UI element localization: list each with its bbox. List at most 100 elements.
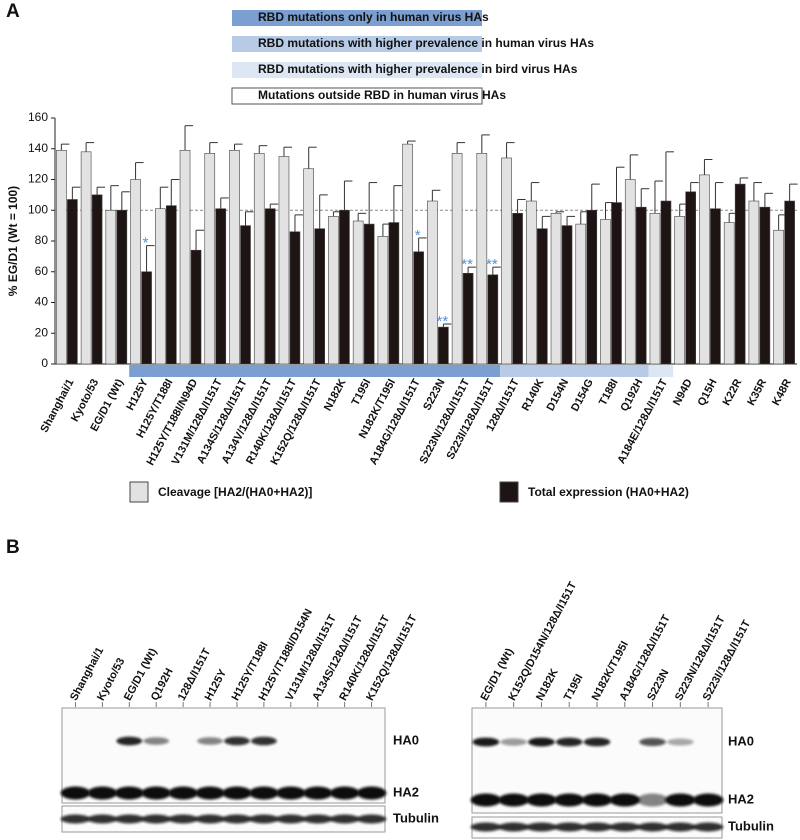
significance-mark: * — [415, 227, 421, 244]
blot-band — [87, 786, 118, 800]
blot-band — [609, 793, 641, 807]
bar — [67, 199, 78, 365]
bar — [314, 228, 326, 365]
band-label: HA0 — [728, 733, 754, 748]
bar — [561, 225, 573, 365]
blot-band — [665, 822, 696, 832]
bar — [784, 200, 795, 365]
blot-band — [60, 814, 91, 824]
lane-label: T195I — [562, 672, 586, 702]
blot-band — [555, 737, 583, 747]
bar — [501, 157, 512, 365]
y-tick-label: 20 — [35, 325, 49, 339]
lane-label: K152Q/128Δ/I151T — [364, 613, 419, 703]
bar — [734, 183, 746, 365]
legend-swatch — [232, 62, 482, 78]
y-tick-label: 80 — [35, 233, 49, 247]
bar — [204, 153, 216, 365]
x-tick-label: K22R — [721, 377, 745, 408]
rbd-band — [129, 365, 501, 377]
blot-band — [302, 786, 333, 800]
legend-swatch — [232, 36, 482, 52]
x-tick-label: A184E/128Δ/I151T — [615, 377, 670, 466]
legend-label: RBD mutations with higher prevalence in … — [258, 36, 594, 50]
bar — [699, 174, 710, 365]
bar — [229, 149, 240, 365]
blot-band — [581, 822, 613, 832]
y-tick-label: 160 — [28, 110, 48, 124]
y-tick-label: 140 — [28, 141, 48, 155]
blot-band — [195, 814, 225, 824]
y-tick-label: 40 — [35, 295, 49, 309]
bar — [402, 143, 413, 365]
blot-band — [609, 822, 641, 832]
bar — [363, 223, 375, 365]
bar — [179, 149, 191, 365]
bar — [525, 200, 537, 365]
blot-band — [526, 822, 557, 832]
bar — [600, 219, 611, 365]
blot-band — [222, 786, 252, 800]
bar — [685, 191, 697, 365]
x-tick-label: Q15H — [696, 377, 720, 408]
rbd-band — [648, 365, 674, 377]
blot-band — [249, 786, 279, 800]
blot-band — [329, 814, 360, 824]
lane-label: S223N — [645, 667, 671, 702]
bar — [264, 208, 276, 365]
bar — [352, 220, 364, 365]
blot-band — [637, 822, 668, 832]
x-tick-label: Q192H — [618, 377, 645, 413]
bar — [438, 326, 449, 365]
legend-swatch — [499, 481, 519, 503]
bar — [303, 168, 315, 365]
x-tick-label: K48R — [770, 377, 794, 408]
bar — [660, 200, 672, 365]
x-tick-label: T188I — [597, 377, 621, 407]
bar — [253, 153, 265, 365]
bar — [141, 271, 152, 365]
bar — [91, 194, 103, 365]
bar — [759, 206, 771, 365]
legend-swatch — [232, 10, 482, 26]
blot-band — [500, 738, 527, 746]
lane-label: H125Y — [203, 667, 230, 703]
bar — [748, 200, 760, 365]
y-tick-label: 60 — [35, 264, 49, 278]
legend-swatch — [231, 87, 483, 105]
bar — [278, 156, 290, 365]
blot-band — [114, 814, 145, 824]
bar — [575, 223, 587, 365]
blot-band — [60, 786, 91, 800]
y-axis-label: % EG/D1 (Wt = 100) — [6, 186, 20, 296]
bar — [240, 225, 251, 365]
bar — [377, 236, 389, 365]
x-tick-label: S223N — [421, 377, 447, 412]
blot-band — [498, 822, 529, 832]
bar — [674, 216, 686, 365]
blot-band — [583, 737, 611, 747]
blot-frame — [61, 707, 386, 804]
blot-band — [197, 737, 223, 745]
legend-label: Total expression (HA0+HA2) — [528, 485, 689, 499]
bar — [462, 272, 474, 365]
lane-label: A184G/128Δ/I151T — [617, 613, 672, 703]
blot-band — [665, 793, 696, 807]
blot-band — [250, 736, 277, 746]
rbd-band — [673, 365, 797, 377]
blot-band — [581, 793, 613, 807]
x-tick-label: N182K — [322, 377, 349, 413]
blot-band — [553, 822, 585, 832]
blot-band — [195, 786, 225, 800]
band-label: Tubulin — [728, 818, 774, 833]
bar — [586, 209, 598, 365]
blot-band — [168, 786, 198, 800]
blot-band — [498, 793, 529, 807]
blot-band — [553, 793, 585, 807]
blot-band — [275, 814, 306, 824]
bar — [289, 231, 301, 365]
bar — [536, 228, 548, 365]
legend-label: RBD mutations with higher prevalence in … — [258, 62, 578, 76]
rbd-band — [500, 365, 649, 377]
